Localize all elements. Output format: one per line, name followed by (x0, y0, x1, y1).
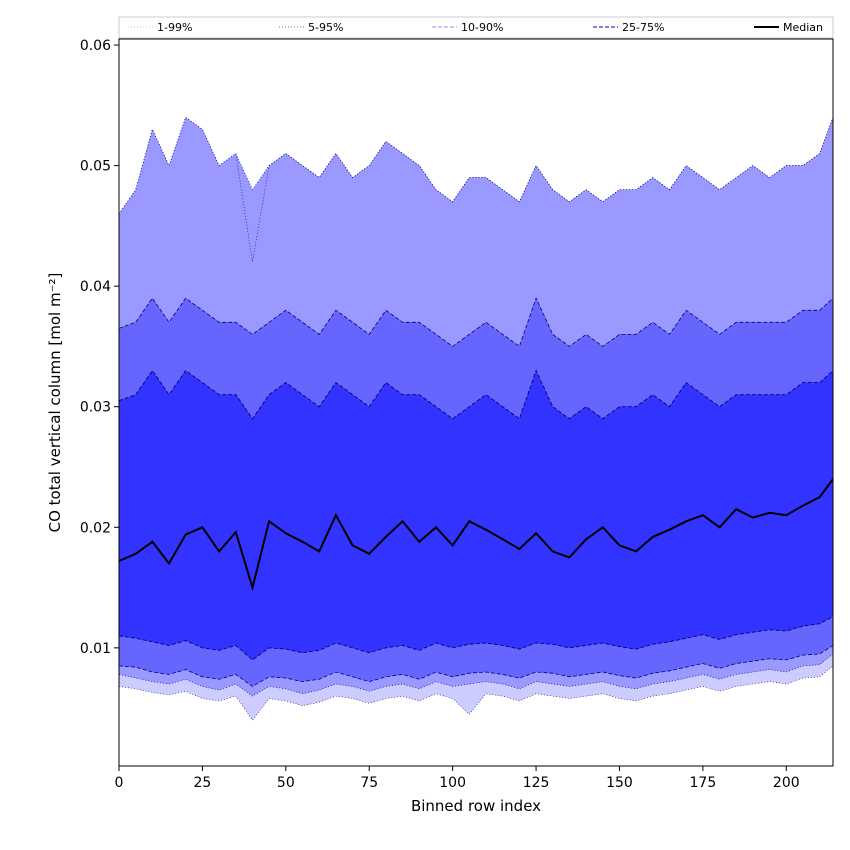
legend-label: 5-95% (308, 21, 343, 34)
y-tick-label: 0.05 (80, 159, 111, 175)
band-25-75-upper-line (119, 369, 833, 420)
band-25-75-fill (119, 370, 833, 660)
x-tick-label: 25 (193, 775, 211, 791)
band-25-75-lower-line (119, 616, 833, 661)
x-tick-label: 0 (115, 775, 124, 791)
y-tick-label: 0.06 (80, 38, 111, 54)
x-tick-label: 200 (773, 775, 800, 791)
plot-frame (118, 38, 834, 767)
y-tick-label: 0.04 (80, 279, 111, 295)
x-tick-label: 100 (439, 775, 466, 791)
y-tick-label: 0.03 (80, 400, 111, 416)
legend-box (118, 16, 834, 39)
y-axis-label: CO total vertical column [mol m⁻²] (46, 273, 64, 533)
legend-label: 1-99% (157, 21, 192, 34)
x-tick-label: 125 (523, 775, 550, 791)
x-axis-label: Binned row index (411, 797, 541, 815)
legend-label: 25-75% (622, 21, 664, 34)
band-10-90-lower-line (119, 645, 833, 687)
x-tick-label: 50 (277, 775, 295, 791)
axes: 0 25 50 75 100 125 150 175 200 0.01 0.02 0.03 0.04 0.… (80, 38, 834, 791)
y-tick-label: 0.02 (80, 520, 111, 536)
band-5-95-upper-line (119, 116, 833, 214)
legend-label: Median (783, 21, 823, 34)
x-tick-label: 75 (360, 775, 378, 791)
median-line (119, 478, 833, 592)
legend: 1-99% 5-95% 10-90% 25-75% Median (118, 16, 834, 39)
band-10-90-upper-line (119, 297, 833, 348)
plot-area (119, 116, 833, 721)
x-tick-label: 175 (690, 775, 717, 791)
band-1-99-upper-line (119, 116, 833, 263)
x-tick-label: 150 (606, 775, 633, 791)
legend-label: 10-90% (461, 21, 503, 34)
y-tick-label: 0.01 (80, 641, 111, 657)
